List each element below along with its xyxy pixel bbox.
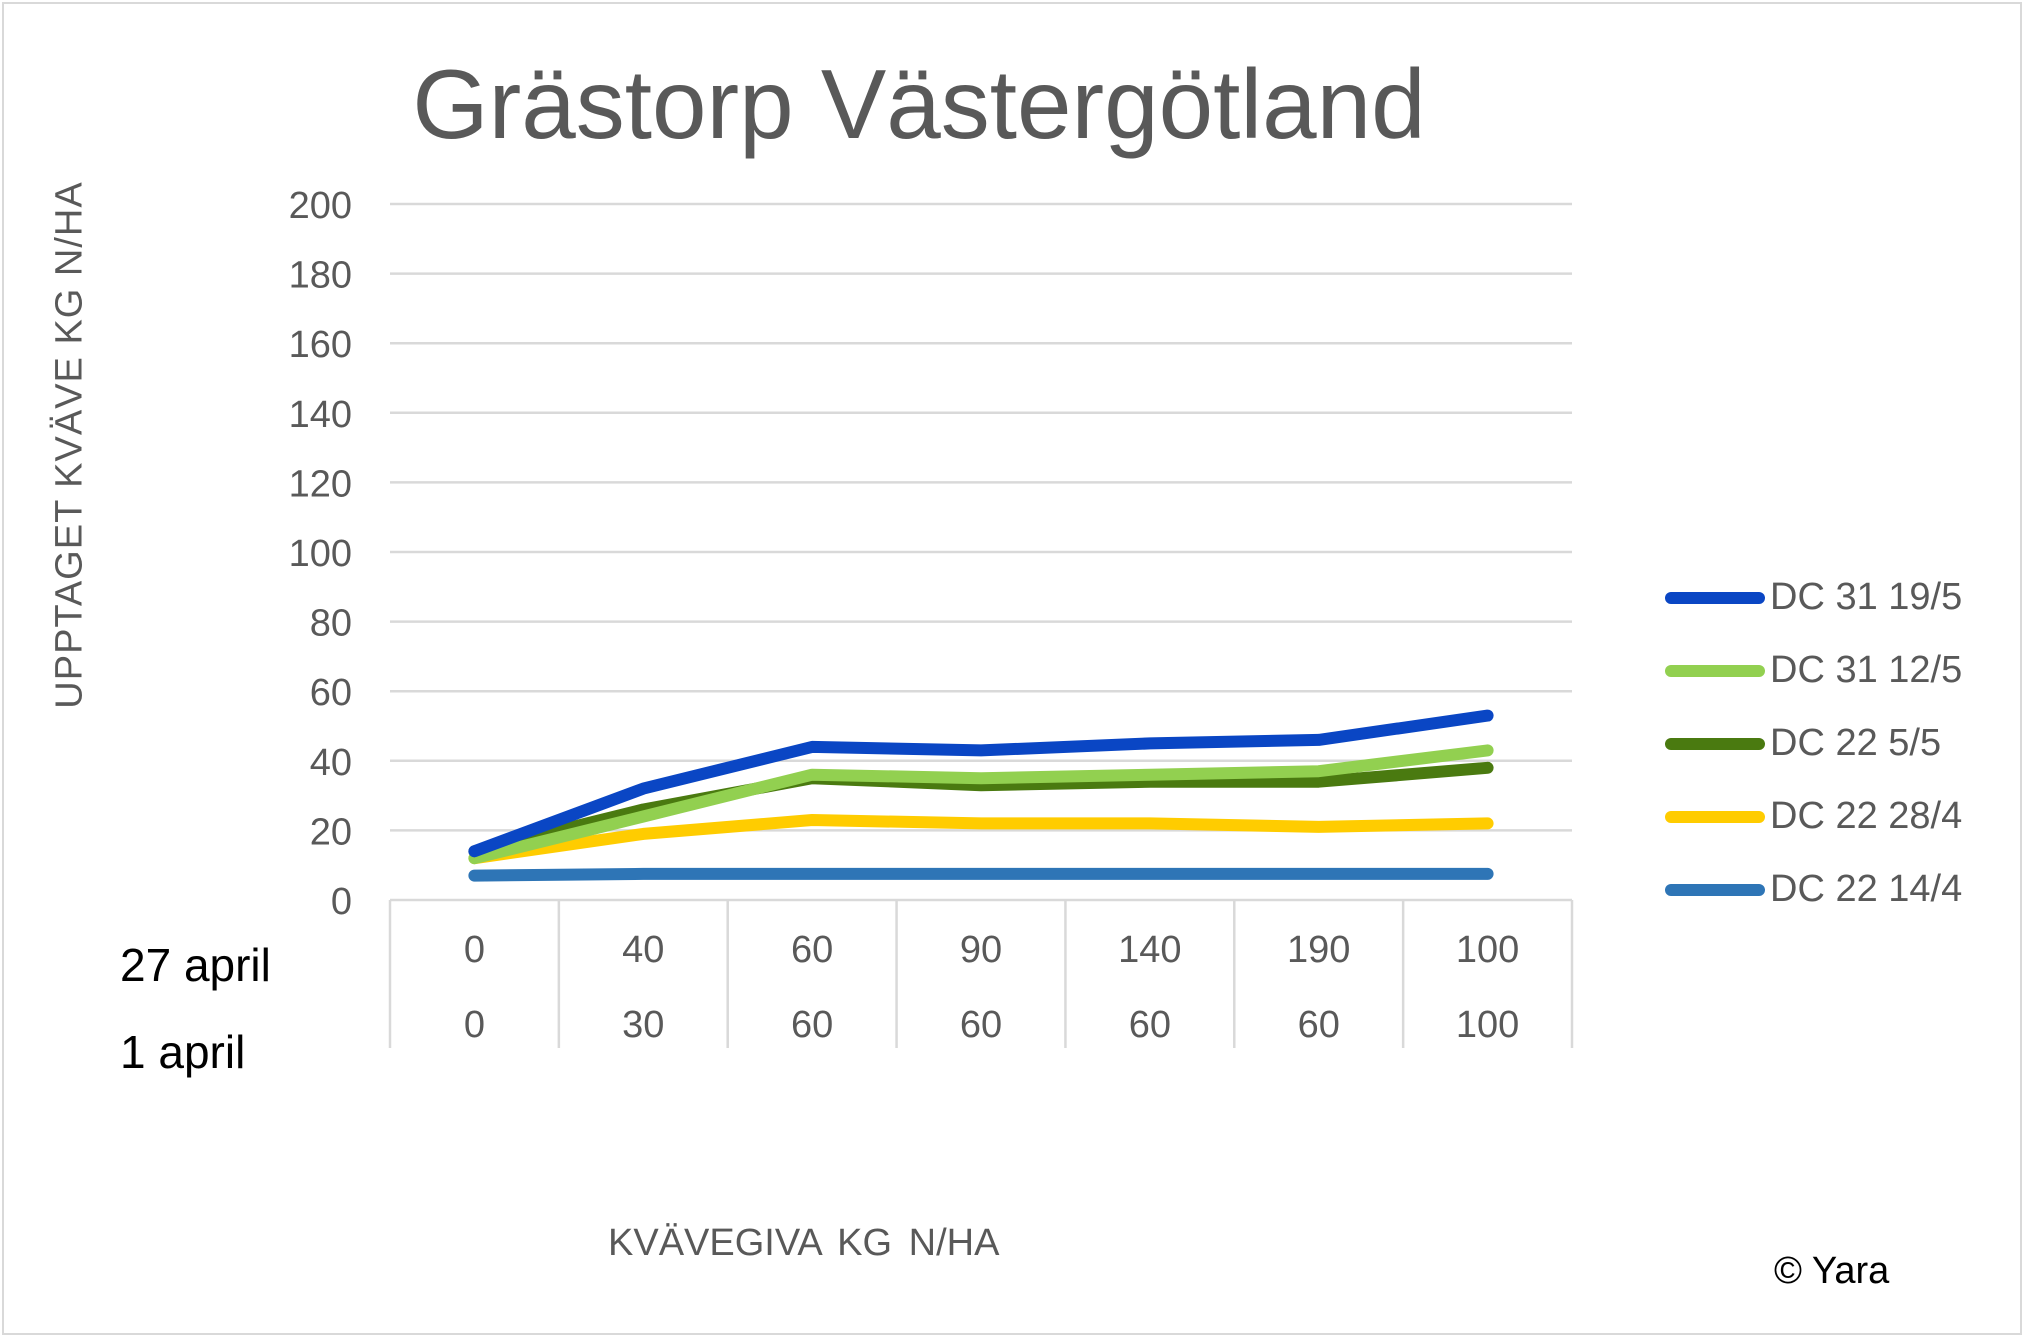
category-row-label-1: 27 april [120,939,271,991]
x-tick-label: 30 [622,1004,664,1046]
series-line [468,814,1494,865]
legend-label: DC 22 28/4 [1770,795,1963,837]
x-tick-label: 90 [960,929,1002,971]
y-tick-label: 60 [310,672,352,714]
legend-item: DC 22 5/5 [1665,718,2005,768]
series-line [468,867,1494,882]
y-tick-label: 40 [310,742,352,784]
y-tick-label: 180 [289,255,352,297]
legend-label: DC 31 12/5 [1770,649,1963,691]
legend-label: DC 22 14/4 [1770,868,1963,910]
legend-item: DC 22 14/4 [1665,864,2005,914]
x-tick-label: 60 [960,1004,1002,1046]
series-line [468,744,1494,865]
legend-swatch [1665,665,1765,677]
copyright-text: © Yara [1774,1250,1890,1292]
legend-swatch [1665,884,1765,896]
x-tick-label: 60 [1298,1004,1340,1046]
x-tick-label: 140 [1118,929,1181,971]
x-tick-label: 100 [1456,929,1519,971]
legend-item: DC 31 12/5 [1665,645,2005,695]
series-line [468,709,1494,858]
category-row-label-2: 1 april [120,1026,246,1078]
x-tick-label: 0 [464,1004,485,1046]
series-line [468,761,1494,858]
legend-label: DC 22 5/5 [1770,722,1942,764]
y-tick-label: 0 [331,881,352,923]
x-tick-label: 0 [464,929,485,971]
y-tick-label: 160 [289,324,352,366]
x-tick-label: 60 [791,929,833,971]
legend-swatch [1665,738,1765,750]
legend-item: DC 22 28/4 [1665,791,2005,841]
legend-label: DC 31 19/5 [1770,576,1963,618]
chart-title: Grästorp Västergötland [412,49,1426,159]
legend-swatch [1665,811,1765,823]
y-tick-label: 140 [289,394,352,436]
y-tick-label: 100 [289,533,352,575]
x-tick-label: 60 [1129,1004,1171,1046]
y-tick-label: 200 [289,185,352,227]
y-tick-label: 20 [310,811,352,853]
y-tick-label: 80 [310,603,352,645]
legend-swatch [1665,592,1765,604]
x-axis-label: KVÄVEGIVA KG N/HA [608,1222,1000,1264]
x-tick-label: 100 [1456,1004,1519,1046]
x-tick-label: 190 [1287,929,1350,971]
x-tick-label: 40 [622,929,664,971]
x-tick-label: 60 [791,1004,833,1046]
y-tick-label: 120 [289,463,352,505]
legend-item: DC 31 19/5 [1665,572,2005,622]
